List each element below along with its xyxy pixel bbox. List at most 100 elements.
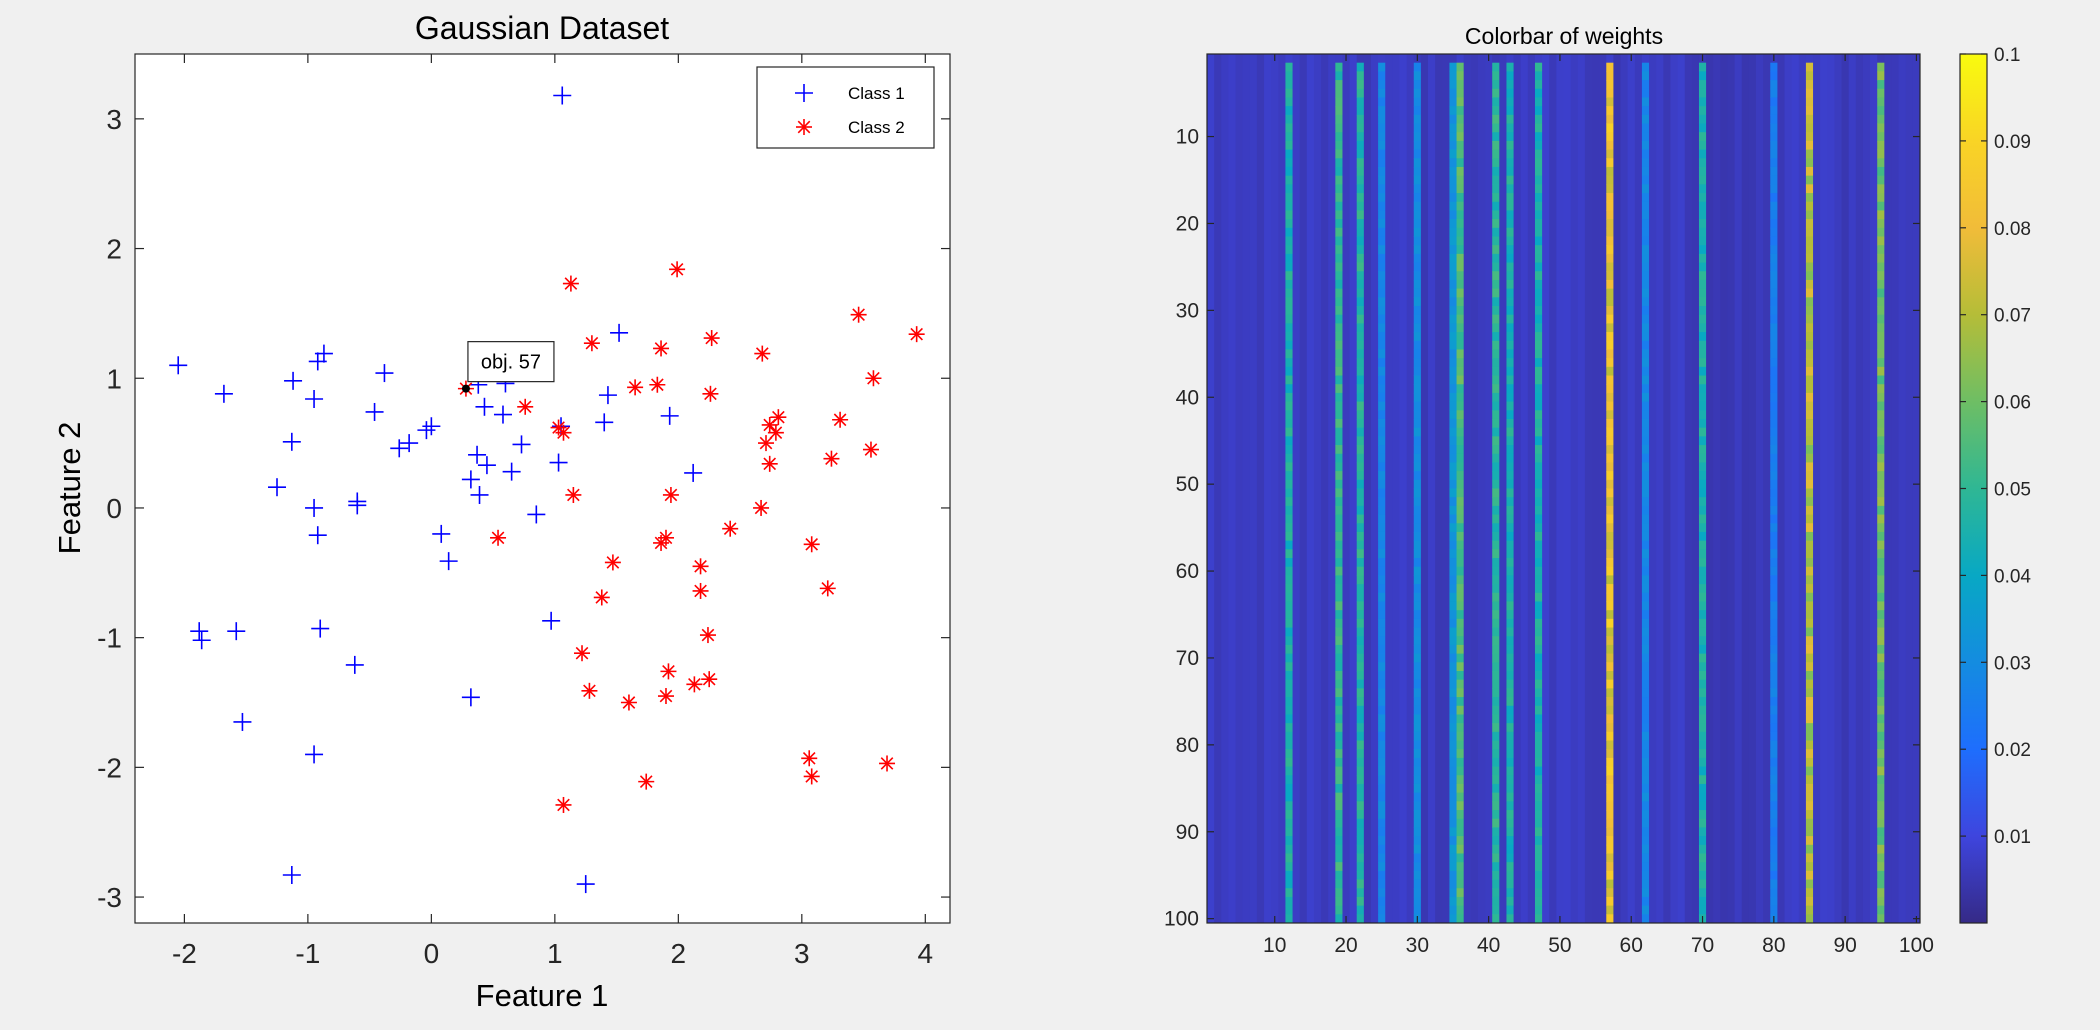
heatmap-cell [1413, 106, 1422, 116]
heatmap-cell [1456, 271, 1465, 281]
heatmap-cell [1285, 184, 1294, 194]
heatmap-cell [1534, 358, 1543, 368]
heatmap-cell [1770, 783, 1778, 794]
heatmap-cell [1492, 271, 1500, 281]
heatmap-cell [1534, 297, 1543, 307]
heatmap-cell [1285, 862, 1294, 872]
heatmap-cell [1770, 358, 1778, 368]
scatter-axes-box [134, 53, 951, 924]
heatmap-cell [1492, 914, 1500, 924]
heatmap-cell [1285, 332, 1294, 342]
data-tip[interactable]: obj. 57 [461, 341, 555, 393]
class-2-point [753, 499, 770, 516]
heatmap-plot[interactable]: Colorbar of weights 10 20 30 40 50 60 70 80 90 10… [1164, 23, 2031, 957]
heatmap-cell [1285, 175, 1294, 185]
heatmap-cell [1770, 132, 1778, 142]
heatmap-cell [1641, 184, 1650, 194]
heatmap-cell [1805, 531, 1814, 542]
heatmap-cell [1378, 97, 1386, 107]
heatmap-cell [1378, 314, 1386, 324]
heatmap-cell [1534, 158, 1543, 168]
heatmap-cell [1698, 731, 1707, 742]
heatmap-cell [1606, 297, 1614, 307]
heatmap-cell [1413, 723, 1422, 733]
heatmap-cell [1335, 88, 1343, 98]
heatmap-cell [1413, 697, 1422, 707]
heatmap-cell [1456, 149, 1465, 159]
heatmap-cell [1698, 844, 1707, 854]
heatmap-cell [1641, 592, 1650, 602]
heatmap-cell [1449, 80, 1458, 90]
heatmap-cell [1805, 201, 1814, 211]
heatmap-cell [1356, 497, 1365, 507]
class-2-point [879, 755, 896, 772]
heatmap-cell [1877, 584, 1885, 594]
heatmap-cell [1413, 149, 1422, 159]
heatmap-column [1342, 54, 1351, 923]
heatmap-cell [1413, 366, 1422, 377]
heatmap-cell [1285, 775, 1294, 785]
heatmap-cell [1506, 731, 1515, 742]
heatmap-cell [1378, 253, 1386, 264]
heatmap-cell [1456, 610, 1465, 620]
heatmap-cell [1449, 879, 1458, 889]
heatmap-cell [1449, 236, 1458, 246]
legend-entry-label: Class 1 [848, 84, 905, 103]
class-2-point [862, 441, 879, 458]
heatmap-cell [1641, 358, 1650, 368]
heatmap-cell [1335, 549, 1343, 559]
heatmap-cell [1770, 688, 1778, 698]
heatmap-cell [1456, 836, 1465, 846]
heatmap-cell [1356, 662, 1365, 672]
heatmap-cell [1641, 132, 1650, 142]
heatmap-cell [1506, 184, 1515, 194]
heatmap-cell [1698, 358, 1707, 368]
heatmap-cell [1877, 71, 1885, 81]
heatmap-cell [1285, 705, 1294, 715]
heatmap-column [1784, 54, 1793, 923]
heatmap-cell [1698, 549, 1707, 559]
heatmap-cell [1770, 384, 1778, 394]
heatmap-cell [1770, 219, 1778, 229]
heatmap-column [1235, 54, 1244, 923]
heatmap-cell [1641, 401, 1650, 411]
class-2-point [649, 376, 666, 393]
heatmap-cell [1606, 540, 1614, 550]
heatmap-cell [1770, 106, 1778, 116]
heatmap-cell [1356, 288, 1365, 298]
heatmap-cell [1770, 323, 1778, 333]
scatter-plot[interactable]: Gaussian Dataset Feature 1 Feature 2 -2-… [52, 10, 951, 1013]
heatmap-cell [1285, 584, 1294, 594]
heatmap-cell [1877, 801, 1885, 811]
y-tick-label: 3 [106, 104, 122, 135]
heatmap-cell [1606, 140, 1614, 151]
heatmap-cell [1456, 679, 1465, 689]
heatmap-cell [1378, 688, 1386, 698]
heatmap-cell [1456, 114, 1465, 125]
heatmap-cell [1506, 653, 1515, 663]
heatmap-cell [1606, 862, 1614, 872]
heatmap-cell [1506, 436, 1515, 446]
heatmap-cell [1506, 175, 1515, 185]
heatmap-cell [1378, 714, 1386, 724]
heatmap-cell [1805, 366, 1814, 377]
heatmap-cell [1698, 306, 1707, 316]
heatmap-cell [1456, 71, 1465, 81]
heatmap-y-tick-label: 100 [1164, 908, 1199, 931]
heatmap-cell [1378, 653, 1386, 663]
heatmap-cell [1378, 766, 1386, 776]
heatmap-cell [1456, 618, 1465, 629]
heatmap-column [1321, 54, 1329, 923]
heatmap-cell [1506, 818, 1515, 828]
heatmap-cell [1456, 427, 1465, 437]
heatmap-cell [1449, 505, 1458, 516]
heatmap-cell [1805, 132, 1814, 142]
heatmap-cell [1356, 97, 1365, 107]
heatmap-cell [1492, 766, 1500, 776]
heatmap-cell [1641, 723, 1650, 733]
heatmap-cell [1877, 158, 1885, 168]
heatmap-cell [1805, 219, 1814, 229]
heatmap-column [1228, 54, 1237, 923]
heatmap-cell [1698, 106, 1707, 116]
